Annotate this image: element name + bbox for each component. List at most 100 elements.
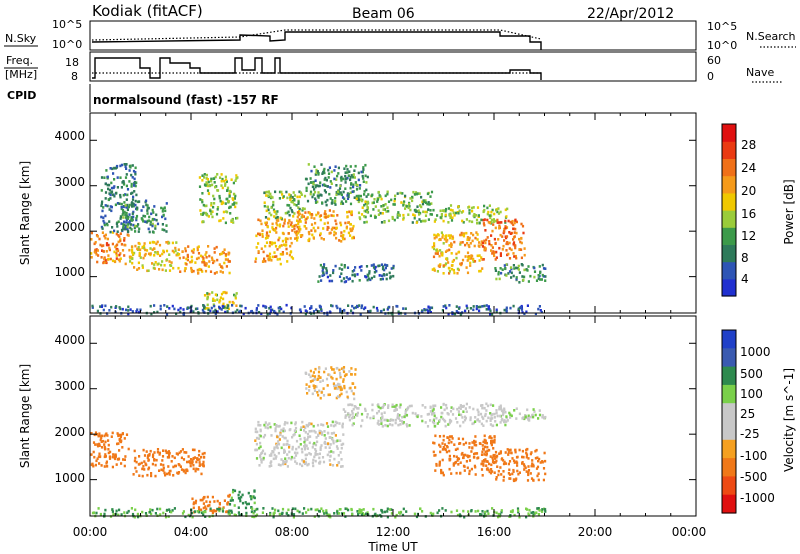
power-echo-cell xyxy=(94,250,98,253)
power-echo-cell xyxy=(466,241,469,245)
velocity-echo-cell xyxy=(339,387,342,390)
velocity-echo-cell xyxy=(470,467,473,471)
velocity-echo-cell xyxy=(445,406,448,410)
power-echo-cell xyxy=(481,245,484,248)
velocity-echo-cell xyxy=(167,456,171,459)
power-echo-cell xyxy=(149,247,152,250)
velocity-echo-cell xyxy=(314,431,317,434)
velocity-echo-cell xyxy=(330,424,333,427)
velocity-echo-cell xyxy=(480,513,483,516)
velocity-echo-cell xyxy=(329,463,332,466)
velocity-echo-cell xyxy=(195,467,198,471)
power-echo-cell xyxy=(340,200,343,203)
power-echo-cell xyxy=(294,231,297,235)
power-echo-cell xyxy=(125,205,128,209)
velocity-echo-cell xyxy=(312,378,315,381)
power-echo-cell xyxy=(210,306,213,310)
power-echo-cell xyxy=(363,203,366,207)
velocity-echo-cell xyxy=(431,420,435,424)
power-echo-cell xyxy=(267,208,270,212)
power-echo-cell xyxy=(451,264,454,267)
power-echo-cell xyxy=(322,271,325,274)
power-echo-cell xyxy=(331,304,334,308)
power-cbar-segment xyxy=(722,227,736,245)
velocity-echo-cell xyxy=(336,512,339,515)
velocity-echo-cell xyxy=(306,463,309,467)
velocity-echo-cell xyxy=(192,463,195,467)
velocity-echo-cell xyxy=(270,434,273,437)
velocity-echo-cell xyxy=(104,455,107,458)
power-echo-cell xyxy=(412,213,415,216)
power-echo-cell xyxy=(391,215,394,219)
velocity-echo-cell xyxy=(318,456,321,460)
velocity-echo-cell xyxy=(308,373,311,376)
power-echo-cell xyxy=(463,232,466,235)
power-echo-cell xyxy=(538,265,541,268)
velocity-echo-cell xyxy=(198,508,201,512)
velocity-echo-cell xyxy=(323,434,326,437)
power-echo-cell xyxy=(226,197,229,201)
power-echo-cell xyxy=(450,252,453,255)
power-echo-cell xyxy=(305,227,308,230)
velocity-echo-cell xyxy=(433,425,436,428)
power-echo-cell xyxy=(124,165,127,168)
power-echo-cell xyxy=(139,308,142,312)
velocity-echo-cell xyxy=(403,415,406,418)
power-echo-cell xyxy=(220,184,223,187)
velocity-echo-cell xyxy=(172,474,175,477)
velocity-echo-cell xyxy=(169,469,172,473)
power-cbar-tick-24: 24 xyxy=(741,161,756,175)
velocity-echo-cell xyxy=(485,452,488,455)
power-echo-cell xyxy=(276,258,279,261)
power-echo-cell xyxy=(115,252,118,255)
velocity-echo-cell xyxy=(458,513,461,516)
velocity-echo-cell xyxy=(345,390,348,394)
power-echo-cell xyxy=(459,241,462,244)
velocity-echo-cell xyxy=(233,489,237,493)
power-echo-cell xyxy=(108,220,111,223)
velocity-echo-cell xyxy=(223,499,226,502)
power-echo-cell xyxy=(114,245,117,249)
power-echo-cell xyxy=(411,195,414,199)
power-echo-cell xyxy=(270,308,273,312)
power-echo-cell xyxy=(209,309,212,313)
power-cbar-label: Power [dB] xyxy=(782,179,796,244)
velocity-echo-cell xyxy=(262,435,265,439)
power-echo-cell xyxy=(358,265,361,269)
power-echo-cell xyxy=(190,270,194,274)
power-echo-cell xyxy=(208,260,211,263)
power-echo-cell xyxy=(220,308,223,311)
power-echo-cell xyxy=(296,215,299,219)
power-echo-cell xyxy=(277,238,280,242)
power-echo-cell xyxy=(493,212,496,216)
velocity-echo-cell xyxy=(386,419,389,422)
velocity-echo-cell xyxy=(447,423,450,426)
power-echo-cell xyxy=(161,223,164,226)
power-echo-cell xyxy=(214,308,217,312)
power-echo-cell xyxy=(380,309,383,313)
velocity-echo-cell xyxy=(261,511,264,514)
power-echo-cell xyxy=(215,271,218,274)
power-echo-cell xyxy=(367,277,371,281)
velocity-echo-cell xyxy=(180,456,183,460)
velocity-echo-cell xyxy=(291,507,294,510)
power-echo-cell xyxy=(424,210,427,214)
power-echo-cell xyxy=(109,230,112,234)
velocity-echo-cell xyxy=(493,457,496,460)
velocity-echo-cell xyxy=(319,396,322,400)
power-echo-cell xyxy=(373,275,376,278)
velocity-echo-cell xyxy=(348,415,351,419)
power-echo-cell xyxy=(499,233,502,237)
power-echo-cell xyxy=(447,207,450,210)
power-echo-cell xyxy=(126,217,129,220)
velocity-echo-cell xyxy=(278,438,281,441)
velocity-echo-cell xyxy=(336,421,339,425)
velocity-echo-cell xyxy=(320,431,324,434)
velocity-echo-cell xyxy=(197,468,200,471)
power-echo-cell xyxy=(301,215,305,218)
power-echo-cell xyxy=(505,242,508,246)
power-echo-cell xyxy=(90,252,93,255)
power-echo-cell xyxy=(351,279,354,283)
power-echo-cell xyxy=(436,252,439,255)
power-echo-cell xyxy=(118,259,121,263)
